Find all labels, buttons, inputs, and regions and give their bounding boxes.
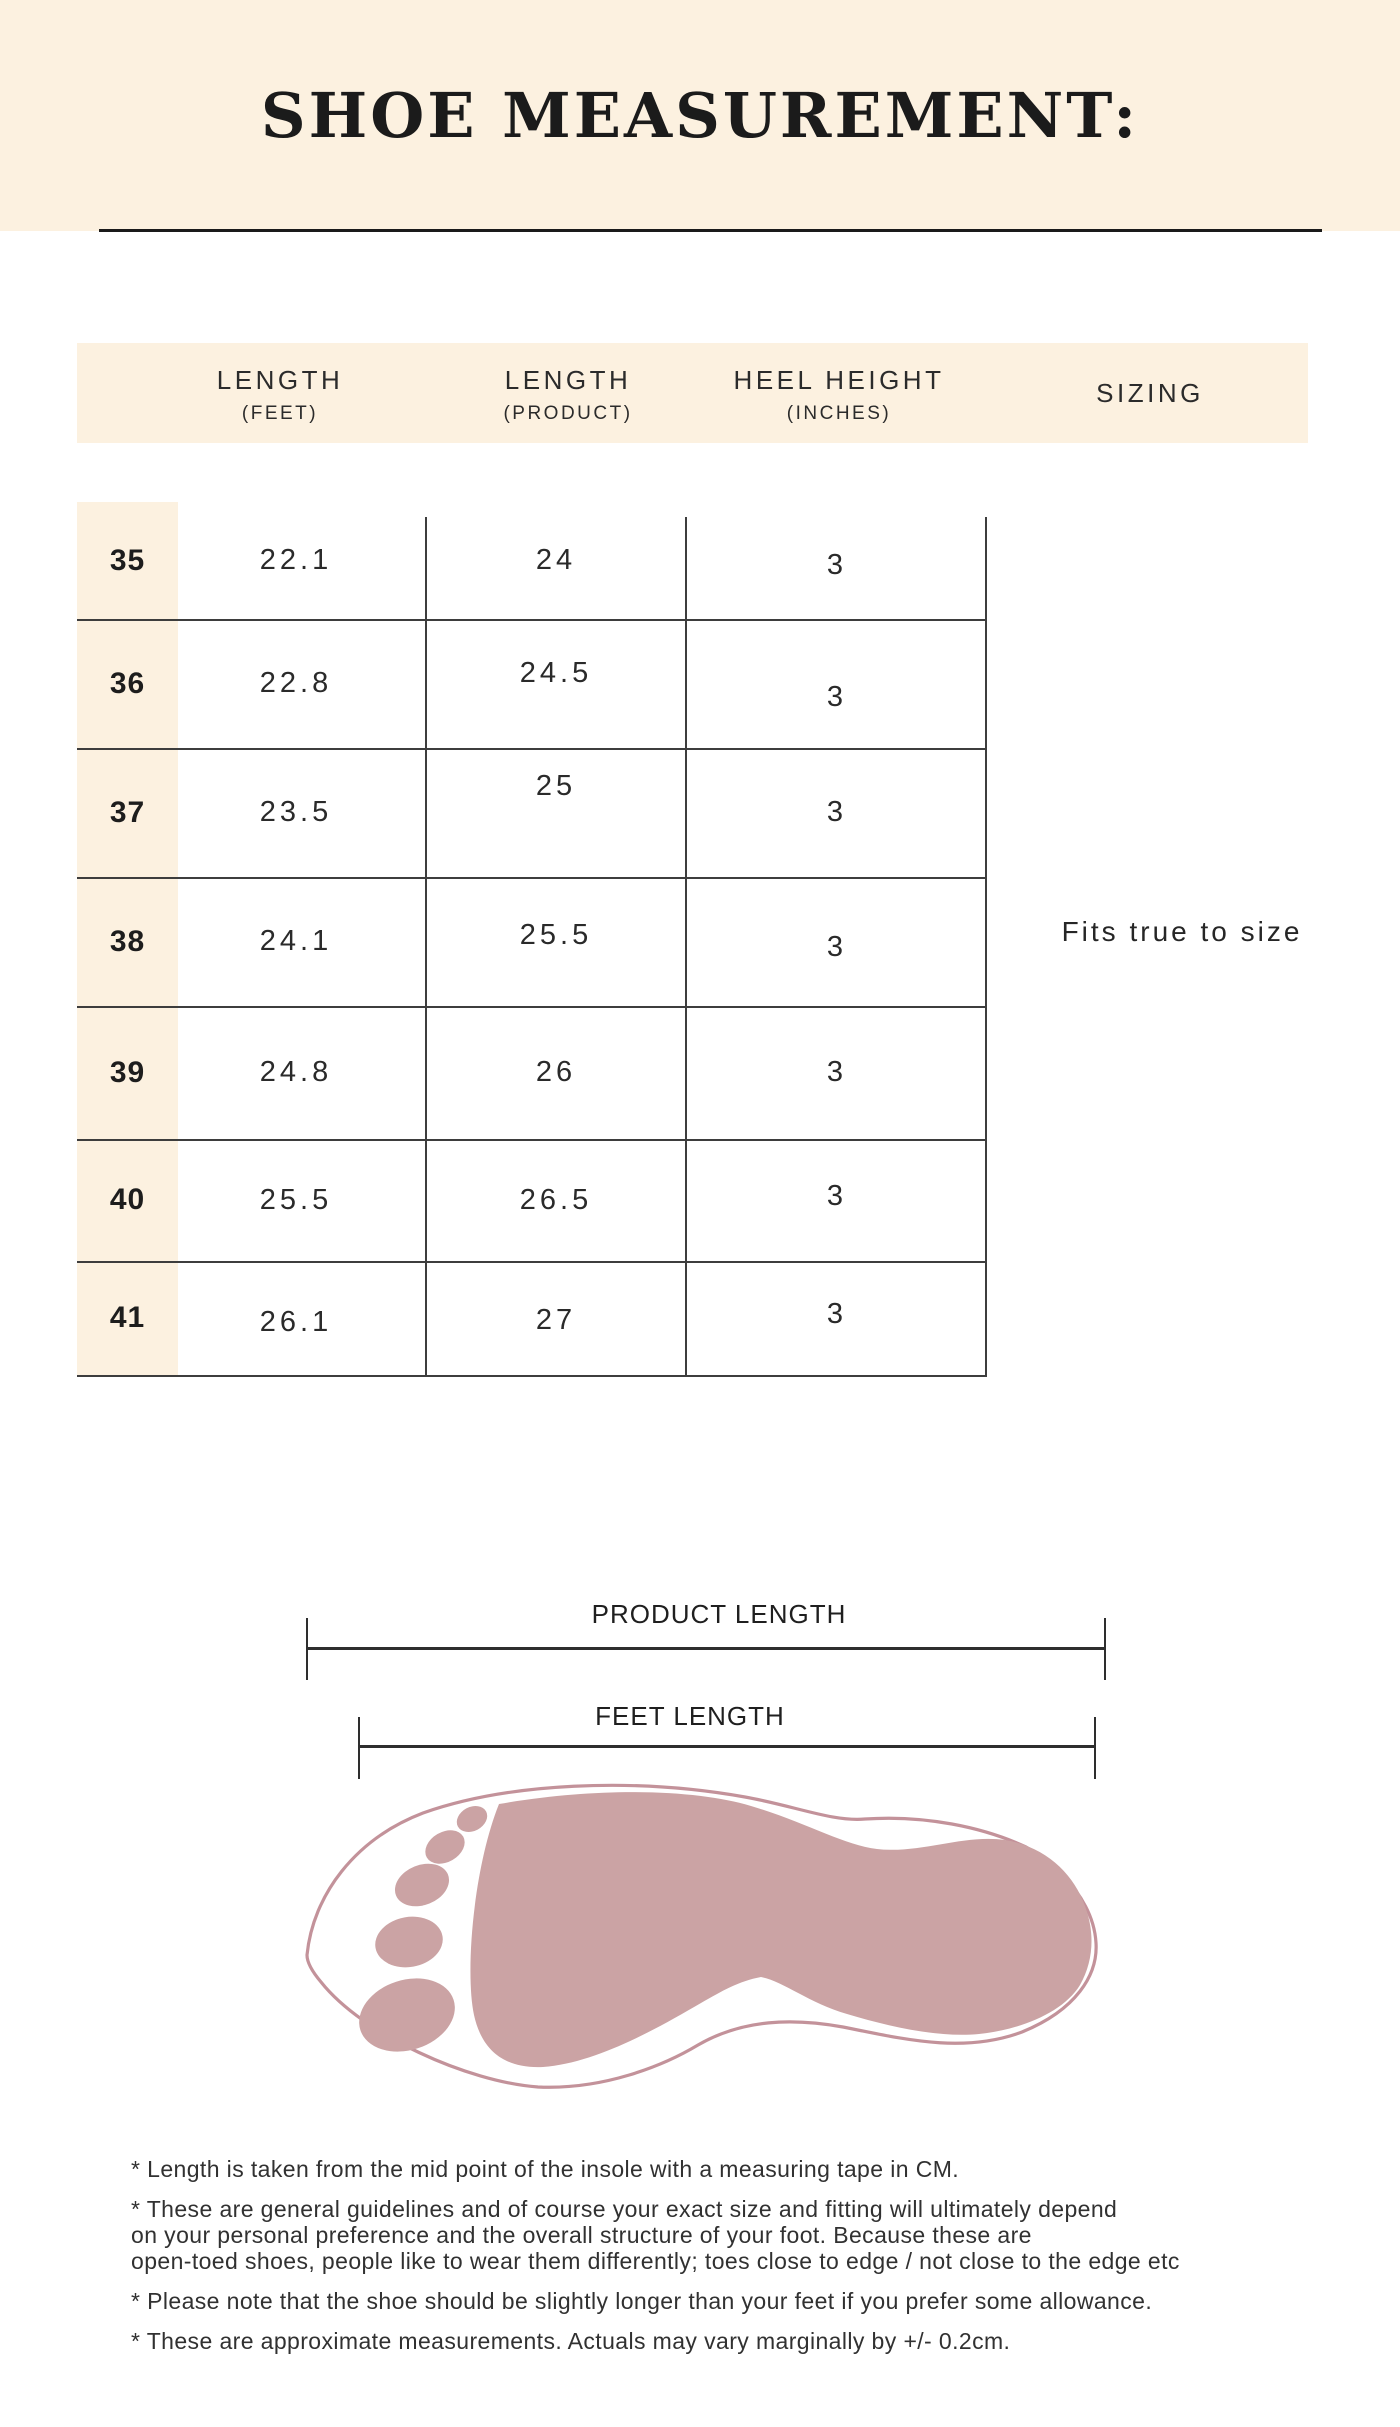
column-header-sublabel: (INCHES) bbox=[786, 403, 892, 424]
product-length-value: 24 bbox=[535, 544, 577, 576]
size-value: 41 bbox=[109, 1301, 146, 1334]
table-row: 36 22.8 24.5 3 bbox=[0, 619, 1400, 748]
column-divider bbox=[985, 517, 987, 1377]
footnote-line: * Length is taken from the mid point of … bbox=[131, 2156, 960, 2182]
feet-length-label: FEET LENGTH bbox=[595, 1701, 785, 1731]
footprint-illustration bbox=[305, 1783, 1098, 2089]
column-divider bbox=[425, 517, 427, 1377]
divider-rule bbox=[99, 229, 1322, 232]
table-row: 40 25.5 26.5 3 bbox=[0, 1139, 1400, 1261]
row-divider bbox=[77, 619, 986, 621]
table-row: 35 22.1 24 3 bbox=[0, 502, 1400, 619]
footnote-line: open-toed shoes, people like to wear the… bbox=[131, 2248, 1180, 2274]
footnote: * These are approximate measurements. Ac… bbox=[131, 2328, 1346, 2354]
row-divider bbox=[77, 877, 986, 879]
footnote-line: * Please note that the shoe should be sl… bbox=[131, 2288, 1153, 2314]
row-divider bbox=[77, 1261, 986, 1263]
column-header-length-product: LENGTH (PRODUCT) bbox=[458, 343, 678, 443]
toe-second bbox=[375, 1916, 443, 1968]
feet-length-value: 22.1 bbox=[259, 544, 333, 576]
product-length-line bbox=[307, 1647, 1106, 1650]
footprint-sole bbox=[470, 1792, 1092, 2068]
column-header-heel-height: HEEL HEIGHT (INCHES) bbox=[729, 343, 949, 443]
product-length-value: 26.5 bbox=[519, 1183, 593, 1216]
size-value: 35 bbox=[109, 543, 146, 577]
heel-height-value: 3 bbox=[826, 1179, 846, 1212]
row-divider bbox=[77, 748, 986, 750]
size-value: 38 bbox=[109, 924, 146, 958]
table-header-band: LENGTH (FEET) LENGTH (PRODUCT) HEEL HEIG… bbox=[77, 343, 1308, 443]
table-row: 39 24.8 26 3 bbox=[0, 1006, 1400, 1139]
toe-small bbox=[456, 1806, 488, 1832]
feet-length-value: 24.8 bbox=[259, 1056, 333, 1088]
toe-fourth bbox=[425, 1830, 465, 1864]
feet-length-value: 25.5 bbox=[259, 1183, 333, 1216]
size-value: 37 bbox=[109, 795, 146, 829]
heel-height-value: 3 bbox=[826, 1056, 846, 1088]
feet-length-value: 24.1 bbox=[259, 925, 333, 957]
column-header-length-feet: LENGTH (FEET) bbox=[170, 343, 390, 443]
footnotes: * Length is taken from the mid point of … bbox=[131, 2156, 1346, 2368]
feet-length-tick-right bbox=[1094, 1717, 1096, 1779]
column-divider bbox=[685, 517, 687, 1377]
column-header-sublabel: (PRODUCT) bbox=[503, 403, 633, 424]
heel-height-value: 3 bbox=[826, 681, 846, 713]
column-header-label: LENGTH bbox=[504, 365, 632, 395]
column-header-sublabel: (FEET) bbox=[241, 403, 319, 424]
column-header-label: SIZING bbox=[1096, 377, 1204, 408]
footnote-line: on your personal preference and the over… bbox=[131, 2222, 1032, 2248]
footnote: * Please note that the shoe should be sl… bbox=[131, 2288, 1346, 2314]
product-length-tick-left bbox=[306, 1618, 308, 1680]
table-bottom-border bbox=[77, 1375, 986, 1377]
table-row: 37 23.5 25 3 bbox=[0, 748, 1400, 877]
feet-length-tick-left bbox=[358, 1717, 360, 1779]
product-length-value: 26 bbox=[535, 1056, 577, 1088]
page-title: SHOE MEASUREMENT: bbox=[260, 79, 1140, 152]
toe-middle bbox=[394, 1863, 450, 1907]
heel-height-value: 3 bbox=[826, 796, 846, 828]
product-length-tick-right bbox=[1104, 1618, 1106, 1680]
hero-banner: SHOE MEASUREMENT: bbox=[0, 0, 1400, 231]
row-divider bbox=[77, 1139, 986, 1141]
row-divider bbox=[77, 1006, 986, 1008]
column-header-sizing: SIZING bbox=[1040, 343, 1260, 443]
sizing-note: Fits true to size bbox=[1061, 916, 1303, 947]
heel-height-value: 3 bbox=[826, 549, 846, 581]
feet-length-value: 22.8 bbox=[259, 667, 333, 699]
footnote: * Length is taken from the mid point of … bbox=[131, 2156, 1346, 2182]
size-value: 39 bbox=[109, 1055, 146, 1089]
foot-outline bbox=[305, 1783, 1098, 2089]
feet-length-value: 23.5 bbox=[259, 796, 333, 828]
table-row: 38 24.1 25.5 3 bbox=[0, 877, 1400, 1006]
size-value: 36 bbox=[109, 666, 146, 700]
product-length-value: 27 bbox=[535, 1303, 577, 1336]
footnote-line: * These are approximate measurements. Ac… bbox=[131, 2328, 1011, 2354]
product-length-value: 25.5 bbox=[519, 919, 593, 951]
column-header-label: HEEL HEIGHT bbox=[733, 365, 945, 395]
feet-length-value: 26.1 bbox=[259, 1305, 333, 1338]
product-length-value: 24.5 bbox=[519, 657, 593, 689]
size-value: 40 bbox=[109, 1183, 146, 1216]
feet-length-line bbox=[359, 1745, 1096, 1748]
footnote: * These are general guidelines and of co… bbox=[131, 2196, 1346, 2274]
toe-big bbox=[359, 1978, 455, 2052]
heel-height-value: 3 bbox=[826, 931, 846, 963]
product-length-label: PRODUCT LENGTH bbox=[591, 1599, 847, 1629]
size-column-background bbox=[77, 502, 178, 1377]
heel-height-value: 3 bbox=[826, 1297, 846, 1330]
product-length-value: 25 bbox=[535, 770, 577, 802]
table-row: 41 26.1 27 3 bbox=[0, 1261, 1400, 1375]
column-header-label: LENGTH bbox=[216, 365, 344, 395]
footnote-line: * These are general guidelines and of co… bbox=[131, 2196, 1118, 2222]
